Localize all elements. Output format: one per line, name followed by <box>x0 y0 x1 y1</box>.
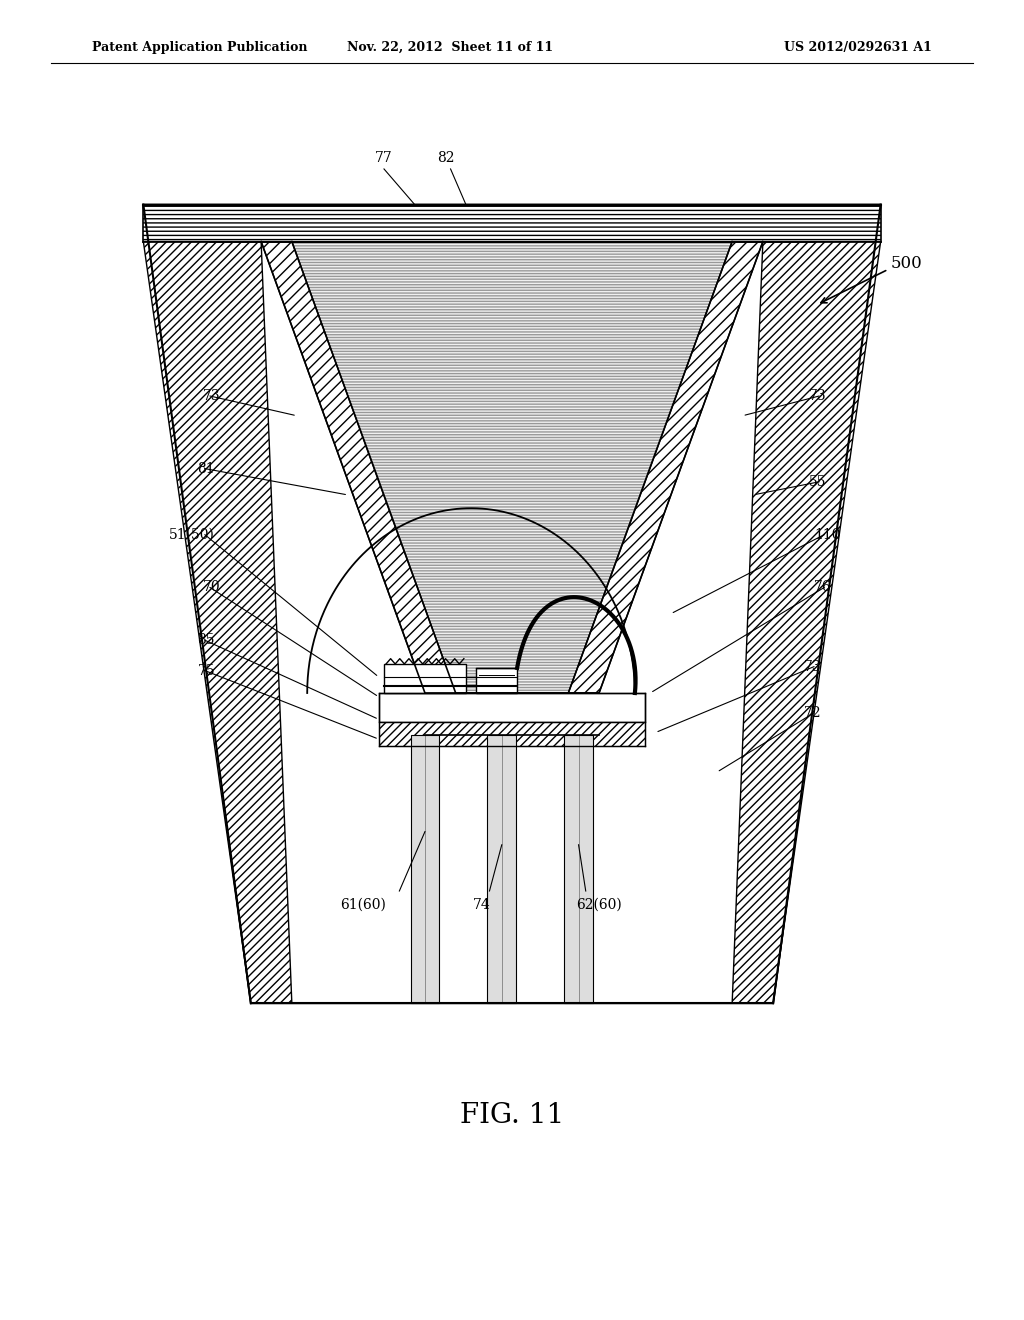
Text: FIG. 11: FIG. 11 <box>460 1102 564 1129</box>
Text: 85: 85 <box>198 634 215 647</box>
Polygon shape <box>379 693 645 722</box>
Polygon shape <box>599 242 814 1003</box>
Polygon shape <box>143 205 881 1003</box>
Text: 76: 76 <box>814 581 831 594</box>
Text: 51(50): 51(50) <box>169 528 215 541</box>
Text: 70: 70 <box>203 581 220 594</box>
Bar <box>411 735 439 1003</box>
Polygon shape <box>456 693 568 729</box>
Polygon shape <box>568 242 763 693</box>
Polygon shape <box>379 722 645 746</box>
Bar <box>476 668 517 693</box>
Text: 110: 110 <box>814 528 841 541</box>
Text: US 2012/0292631 A1: US 2012/0292631 A1 <box>784 41 932 54</box>
Bar <box>564 735 593 1003</box>
Bar <box>487 735 516 1003</box>
Text: 75: 75 <box>198 664 215 677</box>
Polygon shape <box>143 205 881 242</box>
Bar <box>384 664 466 693</box>
Text: 81: 81 <box>198 462 215 475</box>
Polygon shape <box>143 242 292 1003</box>
Text: Patent Application Publication: Patent Application Publication <box>92 41 307 54</box>
Polygon shape <box>732 242 881 1003</box>
Polygon shape <box>425 693 599 735</box>
Text: Nov. 22, 2012  Sheet 11 of 11: Nov. 22, 2012 Sheet 11 of 11 <box>347 41 554 54</box>
Polygon shape <box>292 242 732 693</box>
Text: 82: 82 <box>436 150 455 165</box>
Text: 61(60): 61(60) <box>341 898 386 912</box>
Text: 500: 500 <box>891 256 923 272</box>
Text: 72: 72 <box>804 706 821 719</box>
Text: 73: 73 <box>804 660 821 673</box>
Text: 73: 73 <box>203 389 220 403</box>
Text: 77: 77 <box>375 150 393 165</box>
Text: 55: 55 <box>809 475 826 488</box>
Text: 74: 74 <box>472 898 490 912</box>
Polygon shape <box>210 242 425 1003</box>
Text: 62(60): 62(60) <box>577 898 622 912</box>
Text: 73: 73 <box>809 389 826 403</box>
Polygon shape <box>210 242 814 1003</box>
Polygon shape <box>261 242 456 693</box>
